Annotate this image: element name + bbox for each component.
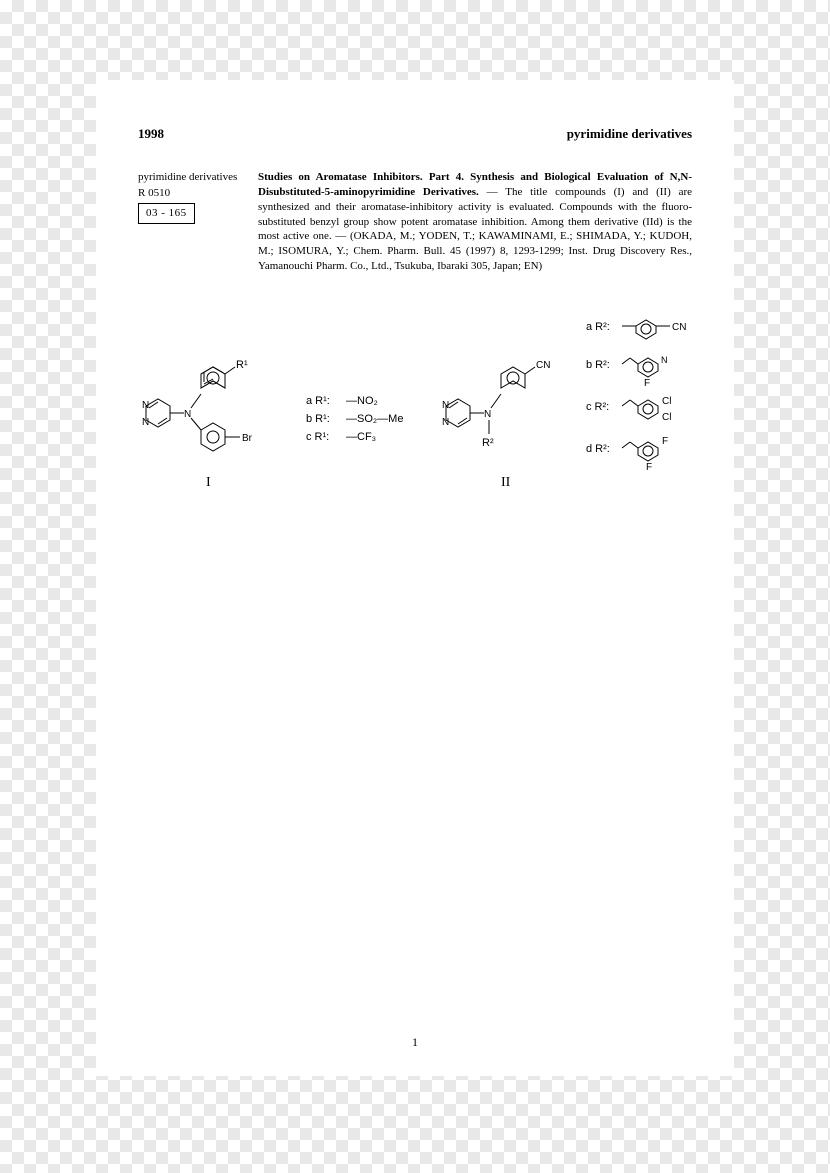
atom-cl: Cl (662, 396, 671, 407)
subst-II-a: a R²: (586, 321, 610, 333)
compound-II-label: II (501, 475, 511, 490)
subst-I-b: b R¹: (306, 413, 330, 425)
entry-sidebar: pyrimidine derivatives R 0510 03 - 165 (138, 170, 248, 274)
r1-label: R¹ (236, 359, 248, 371)
entry-body: Studies on Aromatase Inhibitors. Part 4.… (258, 170, 692, 274)
entry-id-box: 03 - 165 (138, 203, 195, 224)
subst-I-b-val: —SO₂—Me (346, 413, 403, 425)
subst-II-d: d R²: (586, 443, 610, 455)
atom-cl: Cl (662, 412, 671, 423)
atom-f: F (662, 436, 668, 447)
header-topic: pyrimidine derivatives (567, 126, 692, 142)
subst-I-a: a R¹: (306, 395, 330, 407)
atom-f: F (646, 462, 652, 473)
atom-cn: CN (672, 322, 686, 333)
atom-br: Br (242, 433, 253, 444)
atom-n: N (184, 409, 191, 420)
chemical-structures-figure: N N N R¹ (96, 288, 734, 493)
r2-label: R² (482, 437, 494, 449)
page-number: 1 (96, 1035, 734, 1050)
subst-I-c-val: —CF₃ (346, 431, 376, 443)
atom-n: N (661, 355, 668, 365)
atom-f: F (644, 378, 650, 389)
entry-keyword: pyrimidine derivatives (138, 170, 248, 185)
atom-cn: CN (536, 360, 550, 371)
entry-catalog-number: R 0510 (138, 186, 248, 201)
document-page: 1998 pyrimidine derivatives pyrimidine d… (96, 80, 734, 1076)
atom-n: N (142, 417, 149, 428)
running-header: 1998 pyrimidine derivatives (138, 126, 692, 142)
compound-I-label: I (206, 475, 211, 490)
header-year: 1998 (138, 126, 164, 142)
subst-I-a-val: —NO₂ (346, 395, 378, 407)
atom-n: N (484, 409, 491, 420)
entry-text: — The title compounds (I) and (II) are s… (258, 186, 692, 272)
abstract-entry: pyrimidine derivatives R 0510 03 - 165 S… (138, 170, 692, 274)
atom-n: N (142, 400, 149, 411)
subst-II-b: b R²: (586, 359, 610, 371)
atom-n: N (442, 417, 449, 428)
atom-n: N (442, 400, 449, 411)
subst-I-c: c R¹: (306, 431, 329, 443)
page-inner: 1998 pyrimidine derivatives pyrimidine d… (96, 80, 734, 1076)
subst-II-c: c R²: (586, 401, 609, 413)
